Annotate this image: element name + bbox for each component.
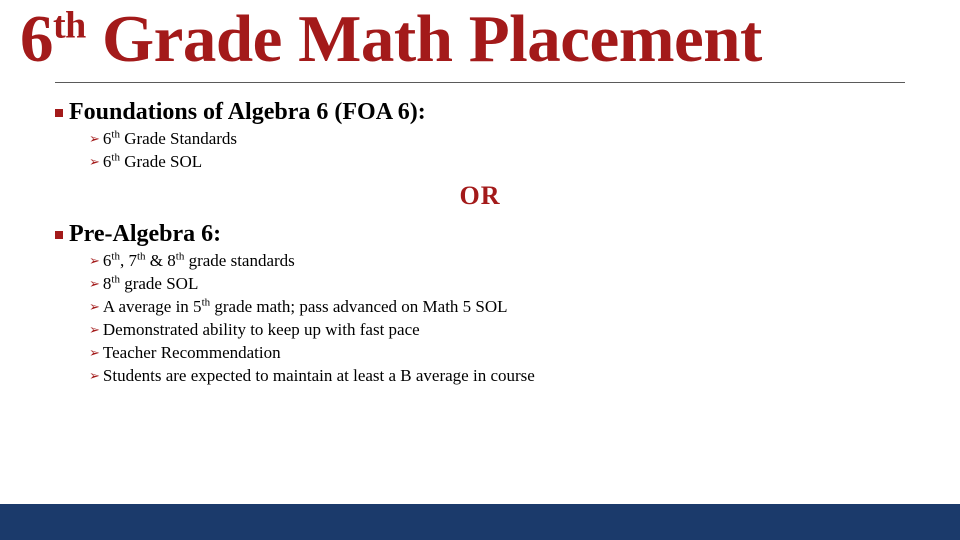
list-item-text: Demonstrated ability to keep up with fas…: [103, 319, 420, 341]
page-title: 6th Grade Math Placement: [20, 4, 940, 74]
list-item: ➢Students are expected to maintain at le…: [89, 365, 905, 387]
list-item-text: 6th Grade Standards: [103, 128, 237, 150]
list-item: ➢8th grade SOL: [89, 273, 905, 295]
section2-heading: Pre-Algebra 6:: [69, 221, 221, 248]
square-bullet-icon: [55, 109, 63, 117]
list-item: ➢6th Grade Standards: [89, 128, 905, 150]
section1-heading-row: Foundations of Algebra 6 (FOA 6):: [55, 99, 905, 126]
list-item-text: A average in 5th grade math; pass advanc…: [103, 296, 508, 318]
slide: 6th Grade Math Placement Foundations of …: [0, 0, 960, 540]
list-item-text: Teacher Recommendation: [103, 342, 281, 364]
title-rest: Grade Math Placement: [86, 2, 762, 76]
or-separator: OR: [55, 181, 905, 211]
chevron-right-icon: ➢: [89, 250, 100, 272]
list-item: ➢Teacher Recommendation: [89, 342, 905, 364]
section2-list: ➢6th, 7th & 8th grade standards➢8th grad…: [55, 250, 905, 387]
list-item-text: 8th grade SOL: [103, 273, 198, 295]
square-bullet-icon: [55, 231, 63, 239]
section2-heading-row: Pre-Algebra 6:: [55, 221, 905, 248]
chevron-right-icon: ➢: [89, 342, 100, 364]
chevron-right-icon: ➢: [89, 128, 100, 150]
chevron-right-icon: ➢: [89, 296, 100, 318]
list-item-text: 6th, 7th & 8th grade standards: [103, 250, 295, 272]
list-item: ➢6th, 7th & 8th grade standards: [89, 250, 905, 272]
title-number: 6: [20, 2, 53, 76]
list-item: ➢Demonstrated ability to keep up with fa…: [89, 319, 905, 341]
section1-heading: Foundations of Algebra 6 (FOA 6):: [69, 99, 426, 126]
list-item: ➢6th Grade SOL: [89, 151, 905, 173]
title-super: th: [53, 5, 86, 47]
list-item-text: 6th Grade SOL: [103, 151, 202, 173]
content-area: Foundations of Algebra 6 (FOA 6): ➢6th G…: [0, 83, 960, 387]
title-container: 6th Grade Math Placement: [0, 0, 960, 74]
chevron-right-icon: ➢: [89, 365, 100, 387]
chevron-right-icon: ➢: [89, 273, 100, 295]
section1-list: ➢6th Grade Standards➢6th Grade SOL: [55, 128, 905, 173]
footer-bar: [0, 504, 960, 540]
chevron-right-icon: ➢: [89, 151, 100, 173]
list-item-text: Students are expected to maintain at lea…: [103, 365, 535, 387]
chevron-right-icon: ➢: [89, 319, 100, 341]
list-item: ➢A average in 5th grade math; pass advan…: [89, 296, 905, 318]
